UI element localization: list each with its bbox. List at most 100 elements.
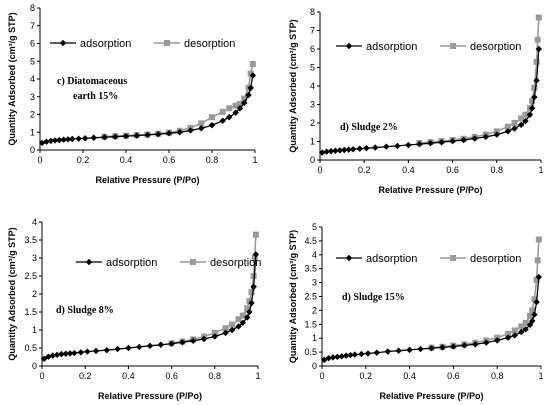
adsorption-point	[504, 334, 512, 341]
adsorption-point	[522, 117, 529, 125]
adsorption-point	[232, 109, 239, 116]
adsorption-series	[40, 251, 260, 362]
desorption-point	[236, 100, 243, 107]
desorption-series	[101, 60, 256, 140]
adsorption-point	[71, 349, 78, 357]
desorption-point	[250, 273, 257, 279]
adsorption-point	[327, 147, 335, 155]
legend: adsorption desorption	[336, 41, 521, 53]
y-tick-label: 3	[312, 278, 317, 288]
adsorption-point	[427, 139, 434, 147]
adsorption-point	[84, 348, 91, 355]
x-tick-label: 0.2	[358, 165, 371, 175]
adsorption-point	[522, 326, 529, 333]
adsorption-point	[535, 45, 542, 53]
x-tick-label: 1	[255, 371, 260, 381]
panel-label: earth 15%	[73, 91, 118, 102]
adsorption-point	[358, 350, 365, 358]
adsorption-point	[449, 137, 456, 145]
desorption-point	[511, 327, 518, 334]
chart-panel-2: 0 1 2 3 4 5 6 7 8 0 0.2 0.4 0.6 0.8 1 Relative Pressure…	[288, 7, 544, 195]
desorption-point	[211, 329, 218, 336]
desorption-point	[209, 114, 215, 121]
x-tick-label: 0	[39, 371, 44, 381]
adsorption-point	[235, 323, 242, 330]
adsorption-point	[405, 141, 412, 149]
y-tick-label: 7	[30, 21, 35, 31]
adsorption-point	[518, 328, 525, 336]
adsorption-point	[62, 350, 69, 357]
adsorption-point	[439, 344, 446, 351]
desorption-point	[252, 231, 259, 238]
y-axis-title: Quantity Adsorbed (cm³/g STP)	[288, 19, 298, 152]
desorption-point	[505, 330, 512, 337]
adsorption-point	[66, 350, 74, 357]
adsorption-point	[531, 93, 538, 101]
adsorption-point	[75, 135, 82, 142]
desorption-point	[246, 298, 253, 305]
y-tick-label: 3	[30, 92, 35, 102]
adsorption-point	[90, 134, 97, 141]
desorption-point	[533, 58, 540, 65]
adsorption-point	[494, 337, 501, 344]
x-tick-label: 0	[37, 155, 42, 165]
desorption-line	[171, 234, 257, 345]
adsorption-point	[338, 353, 345, 360]
legend-desorption-marker	[450, 255, 456, 261]
adsorption-point	[347, 351, 354, 359]
adsorption-point	[531, 311, 538, 318]
desorption-point	[534, 36, 541, 43]
y-tick-label: 6	[30, 39, 35, 49]
y-tick-label: 2	[30, 110, 35, 120]
legend-desorption-label: desorption	[470, 41, 521, 53]
desorption-point	[529, 307, 536, 314]
adsorption-point	[125, 344, 132, 352]
legend-desorption-marker	[190, 259, 196, 265]
legend-desorption-marker	[450, 43, 456, 49]
y-axis-title: Quantity Adsorbed (cm³/g STP)	[7, 12, 17, 145]
y-tick-label: 2	[312, 305, 317, 315]
adsorption-point	[211, 333, 218, 340]
adsorption-point	[101, 134, 108, 141]
legend-adsorption-label: adsorption	[80, 38, 131, 50]
panel-label: d) Sludge 2%	[340, 122, 398, 133]
adsorption-point	[511, 332, 518, 339]
desorption-point	[248, 289, 255, 296]
y-tick-label: 0	[310, 155, 315, 165]
desorption-point	[511, 120, 518, 126]
adsorption-point	[535, 273, 543, 281]
adsorption-point	[53, 351, 61, 359]
x-tick-label: 1	[252, 155, 257, 165]
adsorption-point	[248, 299, 255, 307]
y-tick-label: 2.5	[304, 292, 317, 302]
y-tick-label: 2.5	[24, 271, 37, 281]
adsorption-point	[222, 329, 229, 337]
desorption-point	[222, 325, 229, 332]
adsorption-point	[187, 127, 194, 134]
y-tick-label: 0	[32, 361, 37, 371]
x-tick-label: 0.8	[206, 155, 219, 165]
x-tick-label: 0.4	[120, 155, 133, 165]
adsorption-point	[241, 99, 248, 107]
desorption-point	[244, 305, 251, 312]
x-tick-label: 0.2	[360, 371, 373, 381]
desorption-point	[235, 316, 242, 323]
y-tick-label: 1	[312, 333, 317, 343]
adsorption-point	[69, 135, 76, 143]
y-tick-label: 1	[30, 127, 35, 137]
adsorption-point	[200, 335, 208, 343]
legend-adsorption-marker	[345, 42, 353, 50]
adsorption-point	[246, 308, 253, 316]
legend-adsorption-marker	[59, 39, 67, 47]
adsorption-point	[460, 136, 467, 144]
x-tick-label: 0.6	[447, 371, 460, 381]
adsorption-point	[56, 136, 63, 144]
y-tick-label: 4	[312, 250, 317, 260]
panel-label: c) Diatomaceous	[57, 76, 127, 87]
adsorption-point	[417, 345, 424, 353]
x-tick-label: 1	[538, 371, 543, 381]
desorption-point	[241, 95, 248, 102]
adsorption-point	[461, 342, 468, 349]
desorption-point	[229, 321, 236, 328]
adsorption-point	[472, 341, 479, 348]
